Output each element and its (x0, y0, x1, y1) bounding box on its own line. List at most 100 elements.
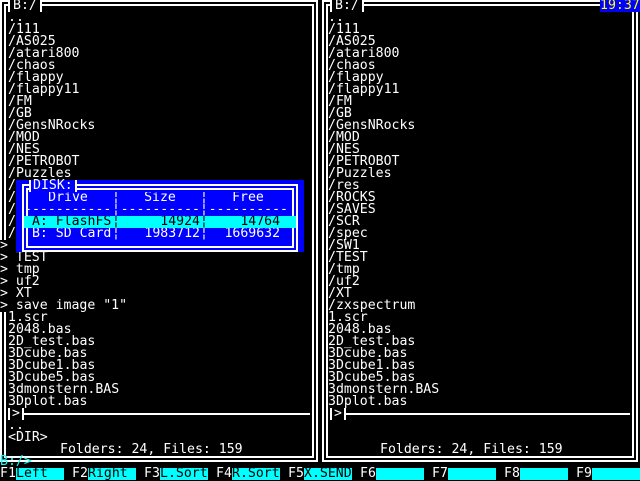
file-list-item[interactable]: > XT (0, 287, 128, 300)
file-list-item[interactable]: 2D_test.bas (8, 334, 96, 349)
file-list-item[interactable]: /SW1 (328, 238, 360, 253)
function-key-f7[interactable]: F7 (432, 467, 496, 480)
file-list-item[interactable]: / (8, 178, 16, 193)
disk-row[interactable]: B: SD Card ¦ 1983712 ¦ 1669632 (24, 228, 296, 240)
file-list-item[interactable]: /tmp (328, 262, 360, 277)
file-list-item[interactable]: > TEST (0, 251, 128, 264)
left-panel (0, 0, 318, 462)
file-list-item[interactable]: /NES (8, 142, 40, 157)
file-list-item[interactable]: / (8, 202, 16, 217)
file-list-item[interactable]: 3Dcube.bas (328, 346, 408, 361)
function-key-f9[interactable]: F9 (576, 467, 640, 480)
file-list-item[interactable]: / (8, 190, 16, 205)
function-key-f3[interactable]: F3 L.Sort (144, 467, 208, 480)
file-list-item[interactable]: /111 (8, 22, 40, 37)
file-list-item[interactable]: /MOD (328, 130, 360, 145)
size-cell: 14924 (160, 216, 200, 228)
file-list-item[interactable]: /flappy (8, 70, 64, 85)
function-key-f6[interactable]: F6 (360, 466, 424, 481)
file-list-item[interactable]: 3Dcube5.bas (328, 370, 416, 385)
file-list-item[interactable]: 3Dcube1.bas (8, 358, 96, 373)
file-list-item[interactable]: 3Dplot.bas (8, 394, 88, 409)
free-cell: 14764 (240, 216, 288, 228)
function-key-f4[interactable]: F4 R.Sort (216, 467, 280, 480)
column-separator: ¦ (200, 204, 208, 216)
file-list-item[interactable]: /PETROBOT (328, 154, 400, 169)
file-list-item[interactable]: /ROCKS (328, 190, 376, 205)
file-list-item[interactable]: 1.scr (328, 310, 368, 325)
file-list-item[interactable]: > save image "1" (0, 298, 128, 313)
column-separator: ¦ (200, 228, 208, 240)
file-list-item[interactable]: /MOD (8, 130, 40, 145)
file-list-item[interactable]: /AS025 (328, 34, 376, 49)
function-key-number: F6 (360, 466, 376, 481)
file-list-item[interactable]: .. (8, 10, 24, 25)
file-list-item[interactable]: /flappy11 (8, 82, 80, 97)
file-list-item[interactable]: 3dmonstern.BAS (328, 382, 440, 397)
file-list-item[interactable]: /zxspectrum (328, 298, 416, 313)
file-list-item[interactable]: 3Dcube1.bas (328, 358, 416, 373)
function-key-f5[interactable]: F5 X.SEND (288, 467, 352, 480)
right-footer: Folders: 24, Files: 159 (376, 443, 567, 456)
file-list-item[interactable]: /res (328, 178, 360, 193)
left-cmd-marker[interactable]: > (8, 407, 20, 420)
file-list-item[interactable]: 2048.bas (328, 322, 392, 337)
file-list-item[interactable]: /Puzzles (8, 166, 72, 181)
file-list-item[interactable]: > tmp (0, 263, 128, 276)
file-list-item[interactable]: 3Dplot.bas (328, 394, 408, 409)
file-list-item[interactable]: /FM (328, 94, 352, 109)
disk-row[interactable]: A: FlashFS ¦ 14924 ¦ 14764 (24, 216, 296, 228)
file-list-item[interactable]: /GensNRocks (8, 118, 96, 133)
right-panel (322, 0, 638, 462)
file-list-item[interactable]: / (8, 214, 16, 229)
file-list-item[interactable]: /spec (328, 226, 368, 241)
file-list-item[interactable]: /atari800 (328, 46, 400, 61)
disk-table-header: Drive ¦ Size ¦ Free (24, 192, 296, 204)
column-separator: ¦ (112, 192, 120, 204)
file-list-item[interactable]: 3Dcube.bas (8, 346, 88, 361)
file-list-item[interactable]: /FM (8, 94, 32, 109)
file-list-item[interactable]: 3dmonstern.BAS (8, 382, 120, 397)
file-list-item[interactable]: 2D_test.bas (328, 334, 416, 349)
file-list-item[interactable]: /XT (328, 286, 352, 301)
file-list-item[interactable]: .. (328, 10, 344, 25)
file-list-item[interactable]: /111 (328, 22, 360, 37)
file-list-item[interactable]: / (8, 226, 16, 241)
file-list-item[interactable]: 3Dcube5.bas (8, 370, 96, 385)
header-drive: Drive (48, 192, 88, 204)
function-key-f8[interactable]: F8 (504, 466, 568, 481)
function-key-number: F8 (504, 466, 520, 481)
right-panel-title: B:/ (330, 0, 364, 12)
command-prompt[interactable]: B:/> (0, 454, 32, 469)
file-list-item[interactable]: /Puzzles (328, 166, 392, 181)
drive-cell: A: FlashFS (24, 216, 112, 228)
column-separator: ¦ (200, 192, 208, 204)
file-list-item[interactable]: /GensNRocks (328, 118, 416, 133)
disk-dialog-title: DISK: (29, 179, 77, 192)
file-list-item[interactable]: /SAVES (328, 202, 376, 217)
column-separator: ¦ (200, 216, 208, 228)
function-key-f2[interactable]: F2 Right (72, 467, 136, 480)
file-list-item[interactable]: /TEST (328, 250, 368, 265)
file-list-item[interactable]: 2048.bas (8, 322, 72, 337)
function-key-bar: F1 Left F2 Right F3 L.Sort F4 R.Sort F5 X.SEND F6 … (0, 466, 640, 481)
file-list-item[interactable]: /chaos (328, 58, 376, 73)
file-list-item[interactable]: /PETROBOT (8, 154, 80, 169)
file-list-item[interactable]: /AS025 (8, 34, 56, 49)
function-key-f1[interactable]: F1 Left (0, 467, 64, 480)
right-cmd-bar (344, 408, 346, 420)
file-list-item[interactable]: /flappy11 (328, 82, 400, 97)
file-list-item[interactable]: /flappy (328, 70, 384, 85)
file-list-item[interactable]: /NES (328, 142, 360, 157)
file-list-item[interactable]: /GB (328, 106, 352, 121)
file-list-item[interactable]: /uf2 (328, 274, 360, 289)
file-list-item[interactable]: /atari800 (8, 46, 80, 61)
file-list-item[interactable]: 1.scr (8, 310, 48, 325)
file-list-item[interactable]: /chaos (8, 58, 56, 73)
file-list-item[interactable]: /GB (8, 106, 32, 121)
left-cmd-bar (22, 408, 24, 420)
column-separator: ¦ (112, 216, 120, 228)
file-list-item[interactable]: /SCR (328, 214, 360, 229)
right-cmd-marker[interactable]: > (330, 407, 342, 420)
file-list-item[interactable]: > uf2 (0, 275, 128, 288)
